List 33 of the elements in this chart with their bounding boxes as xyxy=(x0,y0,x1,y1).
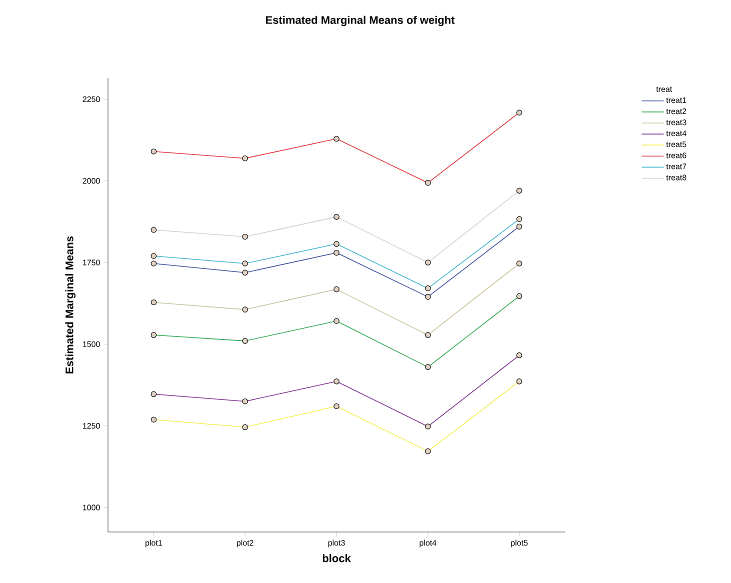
point xyxy=(425,260,431,266)
y-tick-label: 1500 xyxy=(83,341,100,348)
legend-label: treat1 xyxy=(666,97,686,103)
legend-title: treat xyxy=(656,86,672,92)
point xyxy=(334,214,340,220)
point xyxy=(242,306,248,312)
point xyxy=(425,332,431,338)
x-tick-label: plot3 xyxy=(328,540,345,548)
x-tick-label: plot2 xyxy=(236,540,254,548)
y-tick-label: 1000 xyxy=(83,504,100,510)
x-axis-title: block xyxy=(322,554,351,562)
point xyxy=(516,260,522,266)
legend-label: treat8 xyxy=(666,174,686,180)
legend-label: treat6 xyxy=(666,152,686,158)
legend-label: treat5 xyxy=(666,142,686,148)
x-tick-label: plot5 xyxy=(511,540,528,548)
y-tick-label: 1250 xyxy=(83,423,100,429)
legend-label: treat3 xyxy=(666,119,686,126)
y-tick-label: 1750 xyxy=(83,260,100,266)
x-tick-label: plot1 xyxy=(146,540,162,548)
chart-title: Estimated Marginal Means of weight xyxy=(266,16,455,26)
point xyxy=(150,299,157,306)
point xyxy=(516,188,522,194)
y-tick-label: 2000 xyxy=(82,178,100,184)
point xyxy=(242,234,248,240)
legend-label: treat7 xyxy=(666,164,686,170)
point xyxy=(150,226,157,233)
y-tick-label: 2250 xyxy=(82,96,100,102)
legend-label: treat4 xyxy=(666,130,686,136)
x-tick-label: plot4 xyxy=(420,540,436,548)
legend-label: treat2 xyxy=(666,108,686,114)
y-axis-title: Estimated Marginal Means xyxy=(65,236,76,374)
point xyxy=(334,286,340,292)
